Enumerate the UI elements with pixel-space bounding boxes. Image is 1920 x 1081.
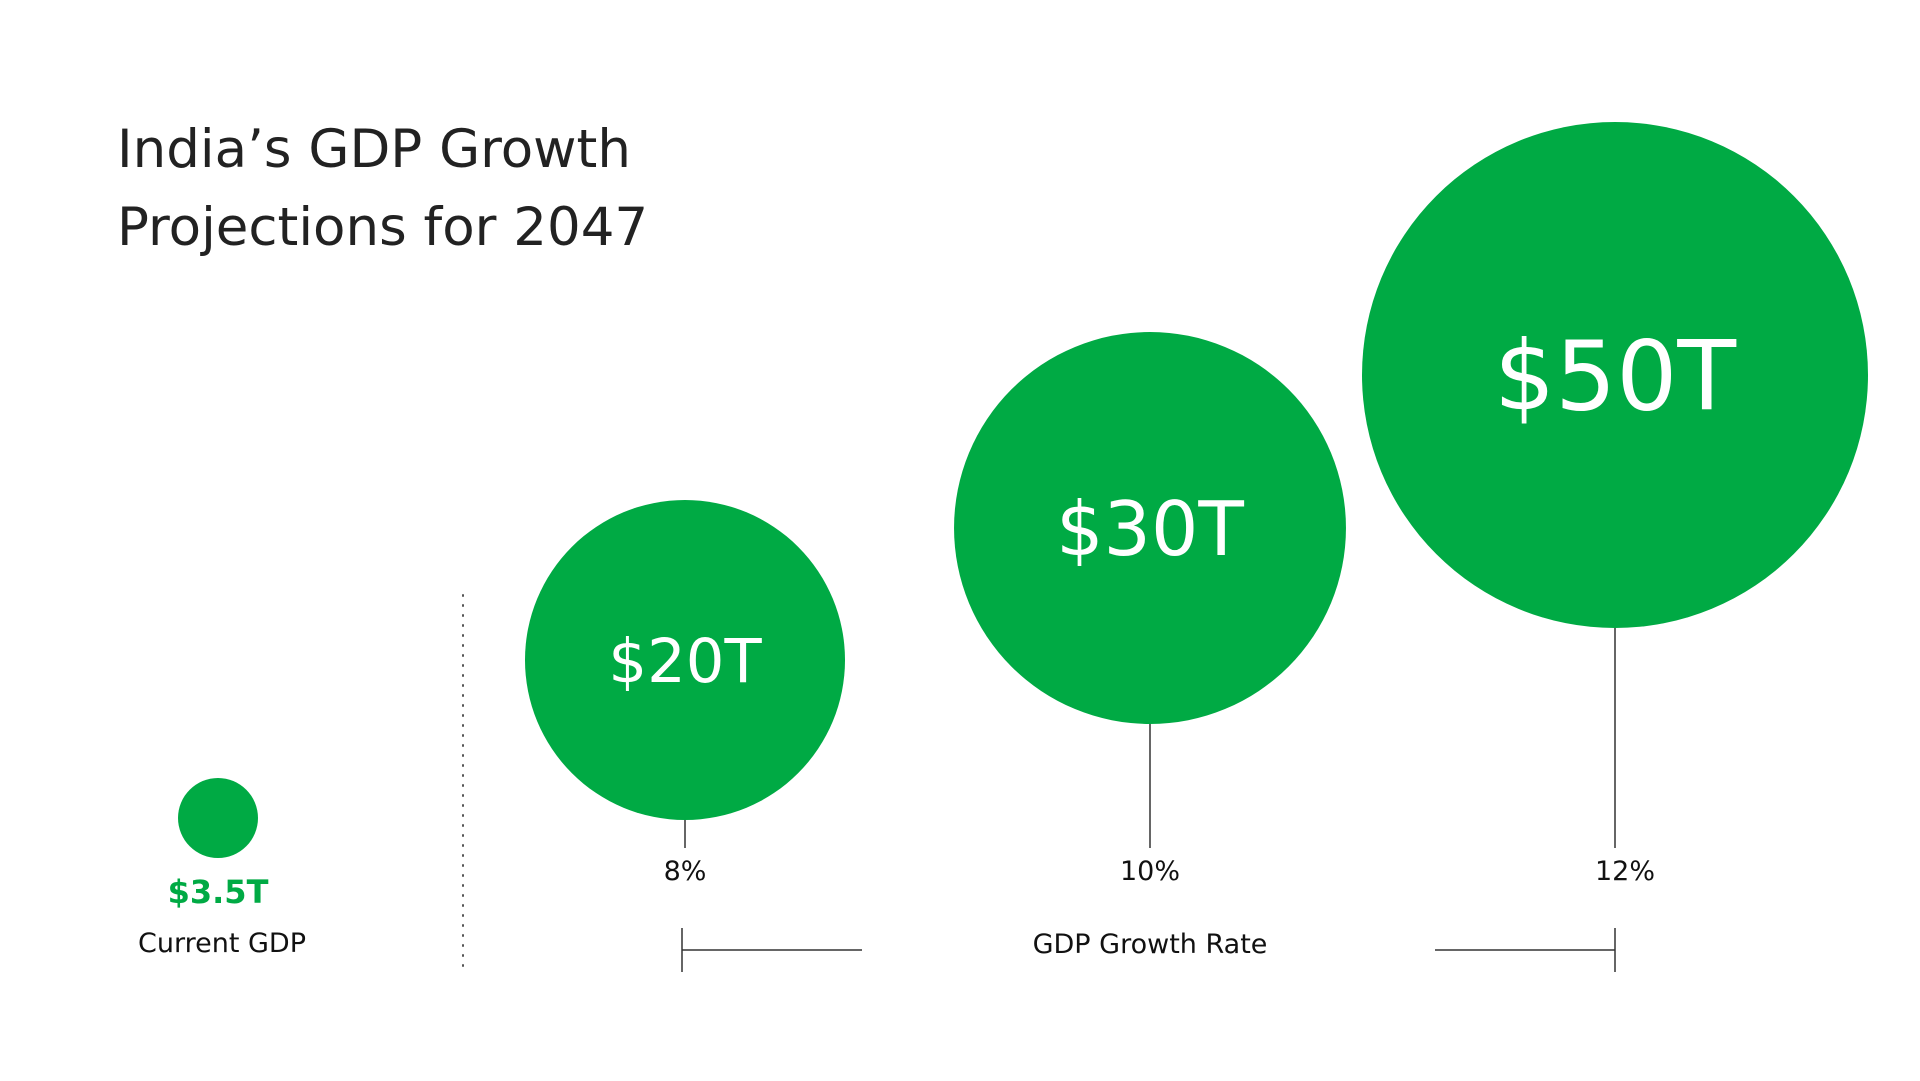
gdp-bubble-30t [954,332,1346,724]
axis-caption: GDP Growth Rate [1033,929,1268,960]
current-gdp-caption: Current GDP [138,928,306,959]
gdp-bubble-50t [1362,122,1868,628]
current-gdp-group: $3.5T Current GDP [138,778,306,959]
growth-rate-label-12: 12% [1595,856,1655,887]
bubble-label-30t: $30T [1056,486,1244,573]
gdp-bubble-20t [524,499,846,821]
bubble-label-50t: $50T [1494,321,1736,433]
bubble-label-20t: $20T [608,627,762,697]
growth-rate-axis: GDP Growth Rate [681,928,1616,972]
projection-bubbles: $20T 8% $30T 10% $50T 12% [524,122,1868,887]
growth-rate-label-8: 8% [664,856,707,887]
current-gdp-bubble [178,778,258,858]
current-gdp-value: $3.5T [168,873,269,911]
growth-rate-label-10: 10% [1120,856,1180,887]
chart-title-line-2: Projections for 2047 [117,197,648,258]
chart-title-line-1: India’s GDP Growth [117,119,631,180]
